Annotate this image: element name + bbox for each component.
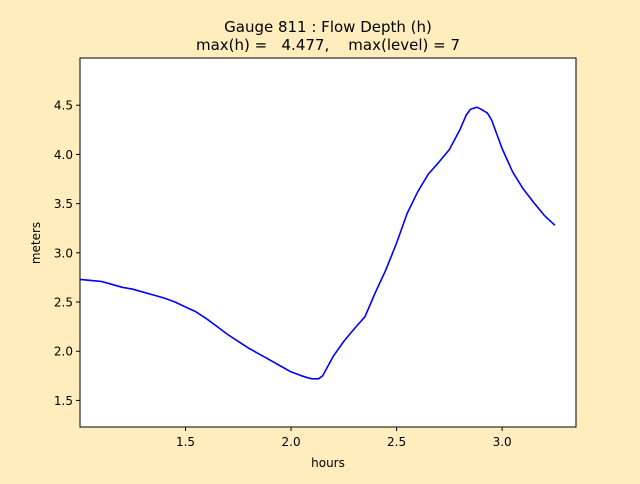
x-axis-label: hours [311, 456, 345, 470]
y-tick-label: 3.5 [54, 197, 73, 211]
chart-title-line2: max(h) = 4.477, max(level) = 7 [196, 36, 460, 54]
plot-area [80, 58, 576, 427]
y-tick-label: 2.0 [54, 345, 73, 359]
x-tick-label: 1.5 [176, 435, 195, 449]
y-tick-label: 3.0 [54, 246, 73, 260]
y-tick-label: 2.5 [54, 296, 73, 310]
y-tick-label: 4.5 [54, 99, 73, 113]
chart-title-line1: Gauge 811 : Flow Depth (h) [224, 18, 432, 36]
plot-frame [79, 57, 577, 428]
x-tick-label: 2.5 [387, 435, 406, 449]
y-tick-label: 1.5 [54, 394, 73, 408]
flow-depth-line [79, 106, 556, 380]
x-tick-label: 2.0 [282, 435, 301, 449]
x-tick-label: 3.0 [493, 435, 512, 449]
y-axis-label: meters [29, 222, 43, 264]
y-tick-label: 4.0 [54, 148, 73, 162]
